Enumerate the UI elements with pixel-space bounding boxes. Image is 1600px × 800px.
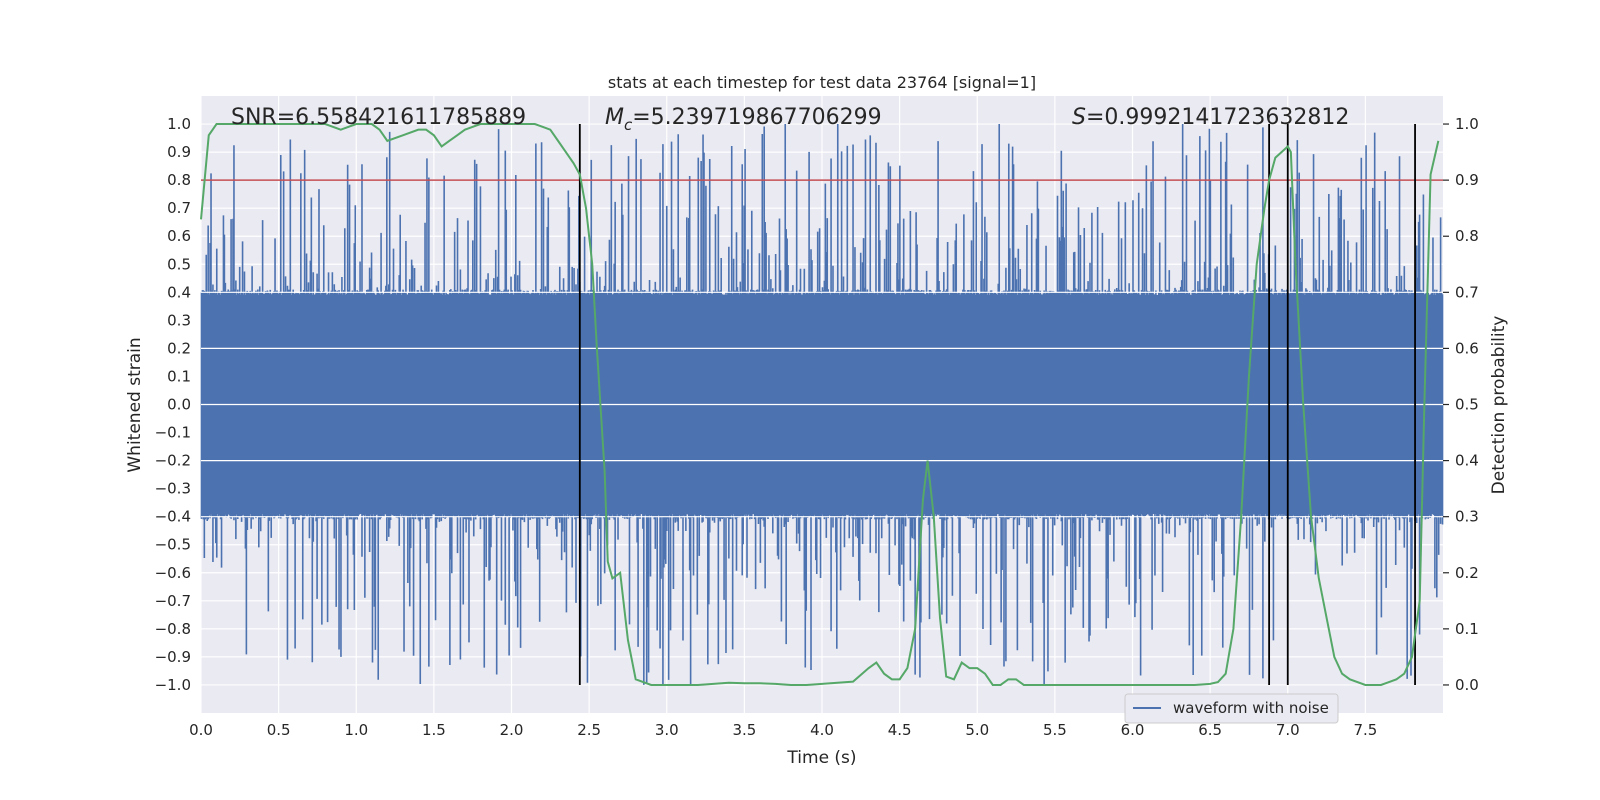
y-axis-ticks: 1.0 0.9 0.8 0.7 0.6 0.5 0.4 0.3 0.2 0.1 0.0 −0.1 −0.… bbox=[155, 115, 191, 694]
x-tick-label: 4.0 bbox=[810, 721, 834, 739]
legend-label: waveform with noise bbox=[1173, 699, 1329, 717]
chirp-mass-annotation: Mc=5.239719867706299 bbox=[605, 105, 882, 134]
y-tick-label: 0.0 bbox=[167, 396, 191, 414]
x-tick-label: 2.0 bbox=[500, 721, 524, 739]
significance-value: =0.9992141723632812 bbox=[1086, 105, 1349, 130]
y2-axis-label: Detection probability bbox=[1489, 316, 1509, 495]
chirp-mass-value: =5.239719867706299 bbox=[632, 105, 881, 130]
x-tick-label: 0.5 bbox=[267, 721, 291, 739]
y-tick-label: −0.3 bbox=[155, 480, 191, 498]
y-tick-label: −0.2 bbox=[155, 452, 191, 470]
y-tick-label: 0.6 bbox=[167, 227, 191, 245]
y-tick-label: 1.0 bbox=[167, 115, 191, 133]
y-tick-label: −1.0 bbox=[155, 676, 191, 694]
snr-annotation: SNR=6.558421611785889 bbox=[231, 105, 526, 130]
y2-tick-label: 0.2 bbox=[1455, 564, 1479, 582]
detection-probability-line bbox=[200, 123, 1440, 686]
x-tick-label: 1.0 bbox=[344, 721, 368, 739]
y2-tick-label: 0.7 bbox=[1455, 283, 1479, 301]
chart-title: stats at each timestep for test data 237… bbox=[608, 73, 1036, 92]
y-tick-label: 0.5 bbox=[167, 255, 191, 273]
y2-axis-ticks: 1.0 0.9 0.8 0.7 0.6 0.5 0.4 0.3 0.2 0.1 0.0 bbox=[1443, 115, 1479, 694]
y2-tick-label: 1.0 bbox=[1455, 115, 1479, 133]
x-tick-label: 4.5 bbox=[888, 721, 912, 739]
x-axis-label: Time (s) bbox=[786, 748, 856, 768]
y2-tick-label: 0.9 bbox=[1455, 171, 1479, 189]
detection-probability-series bbox=[200, 123, 1440, 686]
y2-tick-label: 0.4 bbox=[1455, 452, 1479, 470]
x-tick-label: 7.5 bbox=[1353, 721, 1377, 739]
x-tick-label: 5.5 bbox=[1043, 721, 1067, 739]
chirp-mass-subscript: c bbox=[624, 116, 633, 134]
y-tick-label: 0.8 bbox=[167, 171, 191, 189]
y-tick-label: −0.8 bbox=[155, 620, 191, 638]
y-tick-label: 0.4 bbox=[167, 283, 191, 301]
y2-tick-label: 0.8 bbox=[1455, 227, 1479, 245]
y2-tick-label: 0.0 bbox=[1455, 676, 1479, 694]
x-axis-ticks: 0.0 0.5 1.0 1.5 2.0 2.5 3.0 3.5 4.0 4.5 5.0 5.5 6.0 6… bbox=[189, 721, 1377, 739]
significance-annotation: S=0.9992141723632812 bbox=[1072, 105, 1349, 130]
y-tick-label: −0.4 bbox=[155, 508, 191, 526]
legend-box bbox=[1124, 693, 1339, 724]
waveform-with-noise-series bbox=[200, 124, 1444, 685]
x-tick-label: 1.5 bbox=[422, 721, 446, 739]
y-tick-label: −0.7 bbox=[155, 592, 191, 610]
significance-symbol: S bbox=[1072, 105, 1086, 130]
y2-tick-label: 0.5 bbox=[1455, 396, 1479, 414]
y-tick-label: 0.9 bbox=[167, 143, 191, 161]
y-tick-label: 0.7 bbox=[167, 199, 191, 217]
y-tick-label: 0.1 bbox=[167, 367, 191, 385]
y2-tick-label: 0.6 bbox=[1455, 339, 1479, 357]
x-tick-label: 7.0 bbox=[1276, 721, 1300, 739]
y2-tick-label: 0.1 bbox=[1455, 620, 1479, 638]
x-tick-label: 5.0 bbox=[965, 721, 989, 739]
y-tick-label: −0.1 bbox=[155, 424, 191, 442]
y-tick-label: 0.3 bbox=[167, 311, 191, 329]
y-axis-label: Whitened strain bbox=[125, 337, 145, 472]
y-tick-label: −0.5 bbox=[155, 536, 191, 554]
x-tick-label: 6.0 bbox=[1121, 721, 1145, 739]
legend: waveform with noise bbox=[1124, 693, 1339, 724]
x-tick-label: 3.0 bbox=[655, 721, 679, 739]
x-tick-label: 2.5 bbox=[577, 721, 601, 739]
x-tick-label: 3.5 bbox=[732, 721, 756, 739]
y-tick-label: 0.2 bbox=[167, 339, 191, 357]
y-tick-label: −0.9 bbox=[155, 648, 191, 666]
y-tick-label: −0.6 bbox=[155, 564, 191, 582]
x-tick-label: 6.5 bbox=[1198, 721, 1222, 739]
event-markers bbox=[578, 124, 1416, 685]
x-tick-label: 0.0 bbox=[189, 721, 213, 739]
chirp-mass-symbol: M bbox=[605, 105, 624, 130]
y2-tick-label: 0.3 bbox=[1455, 508, 1479, 526]
